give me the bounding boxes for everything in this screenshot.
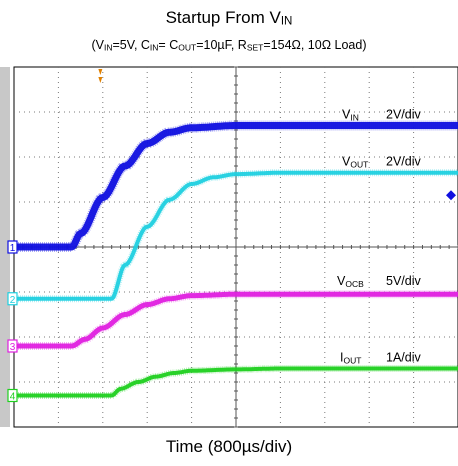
chart-title: Startup From VIN xyxy=(165,8,293,28)
vin-trace-noise xyxy=(14,120,458,252)
channel-4-marker xyxy=(7,388,18,403)
vin-label: VIN xyxy=(342,107,359,122)
iout-label: IOUT xyxy=(340,350,361,365)
vocb-label: VOCB xyxy=(337,274,364,289)
chart-subtitle: (VIN=5V, CIN= COUT=10µF, RSET=154Ω, 10Ω … xyxy=(91,38,367,53)
vocb-label-scale: 5V/div xyxy=(386,274,421,288)
vout-trace xyxy=(13,170,458,301)
channel-1-marker-number: 1 xyxy=(10,243,16,254)
vin-label-scale: 2V/div xyxy=(386,107,421,121)
oscilloscope-plot: 1 2 3 4 VIN 2V/div VOUT 2V/div VOCB 5V/div IOUT 1A/… xyxy=(0,66,458,428)
iout-label-scale: 1A/div xyxy=(386,350,421,364)
x-axis-label: Time (800µs/div) xyxy=(165,437,293,456)
vout-label-scale: 2V/div xyxy=(386,155,421,169)
vout-trace-noise xyxy=(14,169,458,303)
vout-label: VOUT xyxy=(342,155,368,170)
channel-4-marker-number: 4 xyxy=(10,392,16,403)
trigger-level-marker xyxy=(446,190,456,201)
iout-trace-noise xyxy=(14,365,458,399)
vin-trace xyxy=(12,122,458,251)
vocb-trace xyxy=(13,291,458,349)
channel-3-marker-number: 3 xyxy=(10,342,16,353)
channel-2-marker xyxy=(7,292,18,306)
scope-left-margin xyxy=(0,67,10,427)
trigger-position-marker xyxy=(98,69,103,83)
channel-3-marker xyxy=(7,339,18,353)
channel-1-marker xyxy=(7,240,18,254)
iout-trace xyxy=(13,366,458,398)
channel-2-marker-number: 2 xyxy=(10,295,16,306)
